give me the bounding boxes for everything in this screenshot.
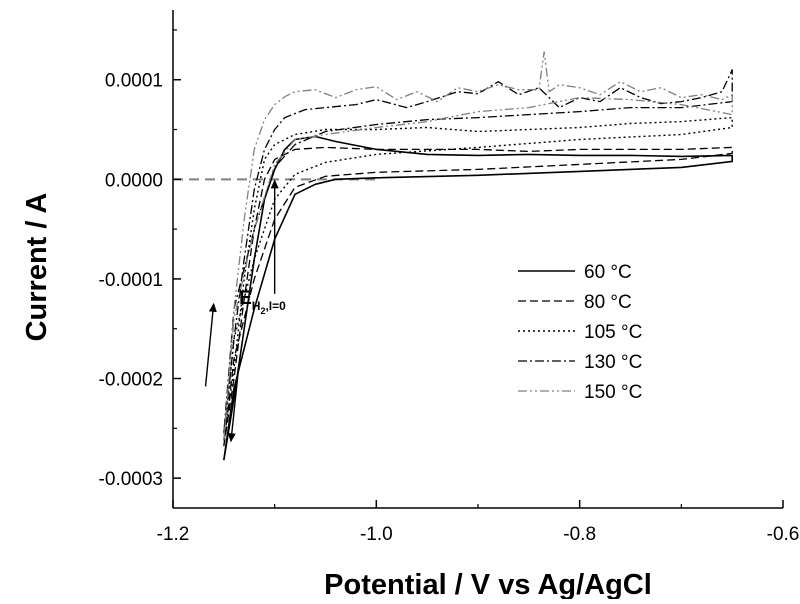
y-tick-label-3: -0.0002 <box>99 370 163 391</box>
x-axis-title: Potential / V vs Ag/AgCl <box>324 569 652 599</box>
legend-label-2: 105 °C <box>584 322 642 343</box>
legend-label-1: 80 °C <box>584 292 632 313</box>
annotations: EH2,I=0 <box>204 179 286 443</box>
x-tick-label-0: -1.2 <box>157 524 190 545</box>
x-tick-label-3: -0.6 <box>767 524 800 545</box>
legend-label-3: 130 °C <box>584 352 642 373</box>
annotation-arrow-2 <box>204 302 217 387</box>
legend: 60 °C 80 °C 105 °C 130 °C 150 °C <box>518 262 642 403</box>
series-line-1 <box>223 146 733 447</box>
y-tick-label-2: -0.0001 <box>99 270 163 291</box>
potential-label: EH2,I=0 <box>239 288 286 316</box>
data-layer <box>173 51 734 461</box>
y-tick-label-1: 0.0000 <box>105 170 163 191</box>
series-line-3 <box>223 69 733 434</box>
y-tick-label-4: -0.0003 <box>99 469 163 490</box>
axes-layer: -1.2 -1.0 -0.8 -0.6 0.0001 0.0000 -0.0001 -0.00… <box>21 10 800 601</box>
series-line-4 <box>223 51 733 441</box>
series-line-2 <box>223 116 733 441</box>
x-tick-label-2: -0.8 <box>563 524 596 545</box>
y-axis-title: Current / A <box>21 193 53 342</box>
annotation-arrow-3 <box>227 363 240 443</box>
y-tick-label-0: 0.0001 <box>105 71 163 92</box>
legend-label-0: 60 °C <box>584 262 632 283</box>
legend-label-4: 150 °C <box>584 382 642 403</box>
x-tick-label-1: -1.0 <box>360 524 393 545</box>
